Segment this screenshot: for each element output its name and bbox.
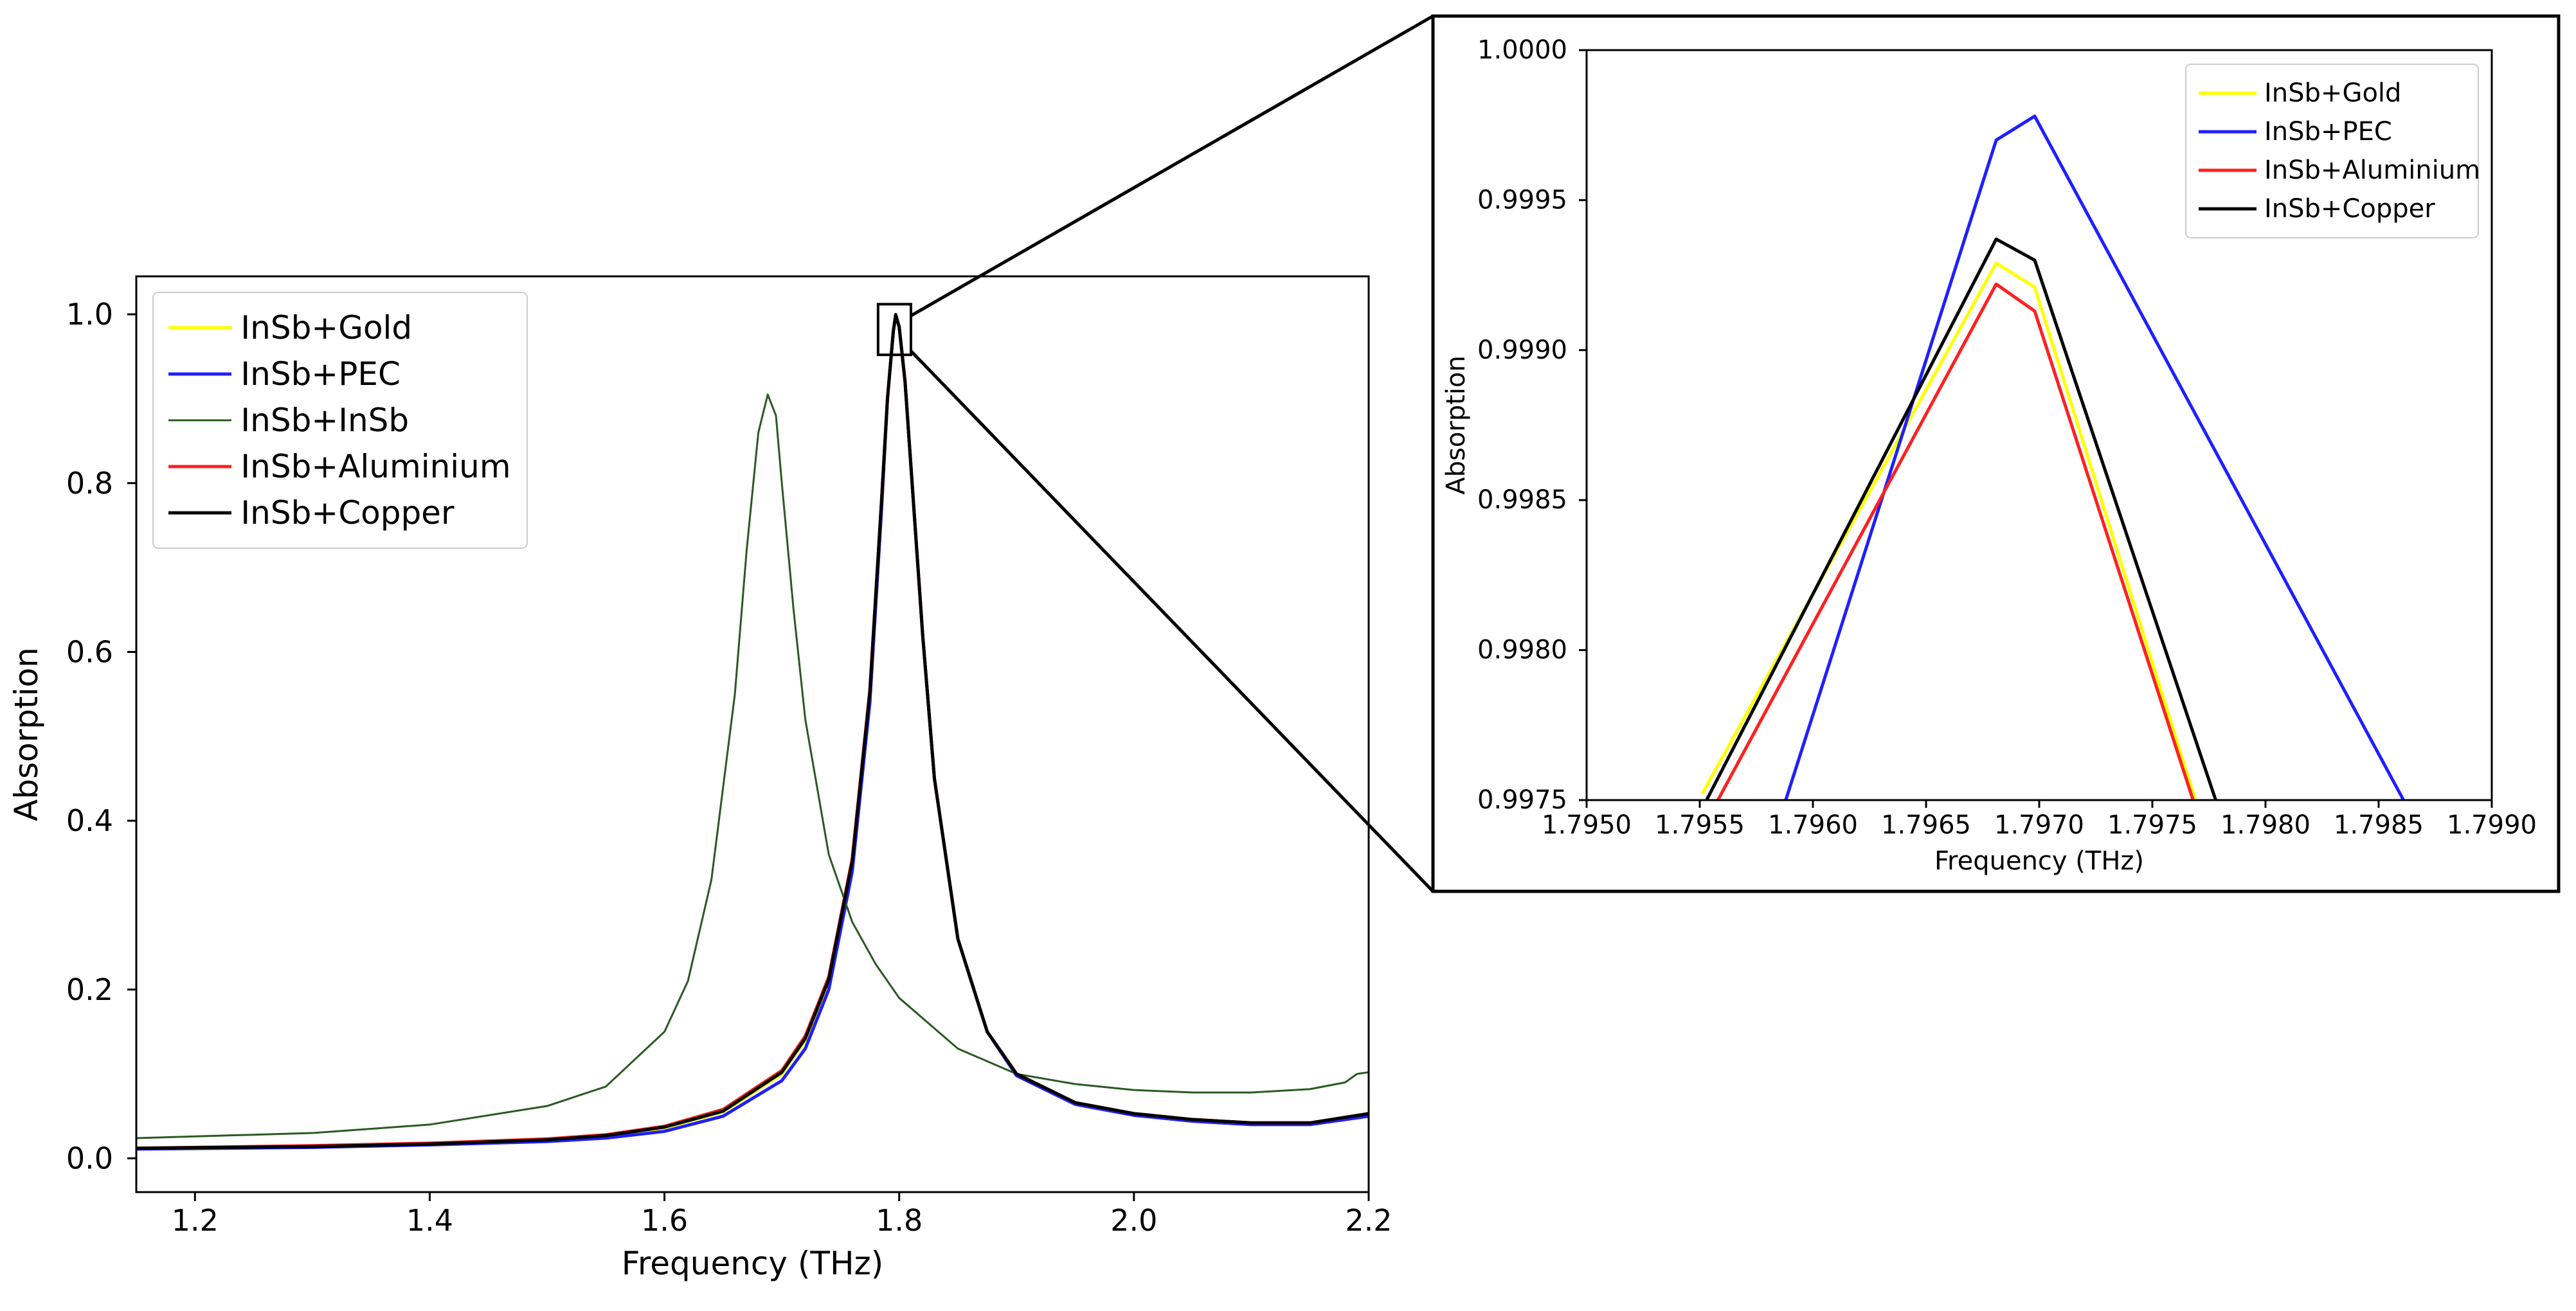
- inset-xtick-label: 1.7955: [1655, 810, 1745, 840]
- inset-ytick-label: 1.0000: [1477, 35, 1567, 65]
- inset-x-axis-title: Frequency (THz): [1934, 846, 2144, 876]
- main-x-axis-title: Frequency (THz): [622, 1245, 884, 1282]
- zoom-connector-top: [910, 14, 1434, 317]
- main-xtick-label: 1.8: [876, 1203, 923, 1238]
- inset-xtick-label: 1.7990: [2447, 810, 2537, 840]
- main-legend-label: InSb+Gold: [240, 309, 412, 346]
- main-ytick-label: 0.6: [66, 634, 113, 669]
- inset-ytick-label: 0.9980: [1477, 636, 1567, 665]
- inset-xtick-label: 1.7960: [1768, 810, 1858, 840]
- inset-series-insb-copper: [1705, 237, 2217, 800]
- main-ytick-label: 0.2: [66, 972, 113, 1007]
- main-xtick-label: 1.6: [641, 1203, 688, 1238]
- main-xtick-label: 2.2: [1345, 1203, 1392, 1238]
- main-series-insb-copper: [136, 313, 1369, 1150]
- main-xtick-label: 1.2: [172, 1203, 219, 1238]
- main-axes-box: [135, 275, 1370, 1193]
- inset-legend: InSb+Gold InSb+PEC InSb+Aluminium InSb+Copp…: [2185, 64, 2480, 238]
- inset-series-group: [1700, 114, 2405, 800]
- main-legend-label: InSb+PEC: [240, 355, 400, 393]
- inset-series-insb-pec: [1784, 114, 2405, 800]
- inset-ytick-label: 0.9985: [1477, 485, 1567, 515]
- inset-legend-label: InSb+Aluminium: [2264, 156, 2480, 185]
- inset-legend-label: InSb+Gold: [2264, 78, 2401, 108]
- main-series-group: [136, 312, 1369, 1151]
- inset-xtick-label: 1.7985: [2334, 810, 2424, 840]
- inset-xtick-label: 1.7970: [1994, 810, 2084, 840]
- main-ytick-label: 1.0: [66, 297, 113, 332]
- main-ytick-label: 0.4: [66, 803, 113, 838]
- main-xtick-label: 2.0: [1110, 1203, 1157, 1238]
- inset-xtick-label: 1.7965: [1881, 810, 1971, 840]
- inset-series-insb-aluminium: [1716, 282, 2195, 800]
- main-xtick-label: 1.4: [406, 1203, 453, 1238]
- inset-ytick-label: 0.9995: [1477, 185, 1567, 215]
- inset-ytick-label: 0.9990: [1477, 335, 1567, 365]
- inset-y-axis-title: Absorption: [1441, 355, 1471, 495]
- inset-legend-frame: [2185, 64, 2479, 238]
- main-legend-label: InSb+Aluminium: [240, 448, 510, 485]
- main-plot: 1.2 1.4 1.6 1.8 2.0 2.2 0.0 0.2 0.4 0.6 0.8 1.0 Freq…: [8, 275, 1392, 1282]
- main-legend-label: InSb+Copper: [240, 494, 455, 531]
- inset-xtick-label: 1.7950: [1542, 810, 1632, 840]
- inset-legend-label: InSb+Copper: [2264, 194, 2435, 224]
- main-legend-label: InSb+InSb: [240, 402, 409, 439]
- inset-xtick-label: 1.7980: [2220, 810, 2310, 840]
- main-legend-frame: [152, 292, 528, 549]
- main-ytick-label: 0.8: [66, 466, 113, 501]
- main-y-axis-title: Absorption: [8, 647, 45, 821]
- inset-legend-label: InSb+PEC: [2264, 117, 2392, 147]
- main-ytick-label: 0.0: [66, 1141, 113, 1175]
- main-legend: InSb+Gold InSb+PEC InSb+InSb InSb+Aluminium…: [152, 292, 528, 549]
- zoom-connectors: [876, 14, 1434, 893]
- inset-series-insb-gold: [1700, 261, 2197, 800]
- zoom-region-box: [876, 303, 912, 357]
- inset-plot: 1.7950 1.7955 1.7960 1.7965 1.7970 1.7975 1.79…: [1431, 14, 2561, 893]
- inset-xtick-label: 1.7975: [2107, 810, 2197, 840]
- inset-ytick-label: 0.9975: [1477, 785, 1567, 815]
- main-series-insb-insb: [136, 393, 1369, 1139]
- zoom-connector-bottom: [910, 350, 1434, 893]
